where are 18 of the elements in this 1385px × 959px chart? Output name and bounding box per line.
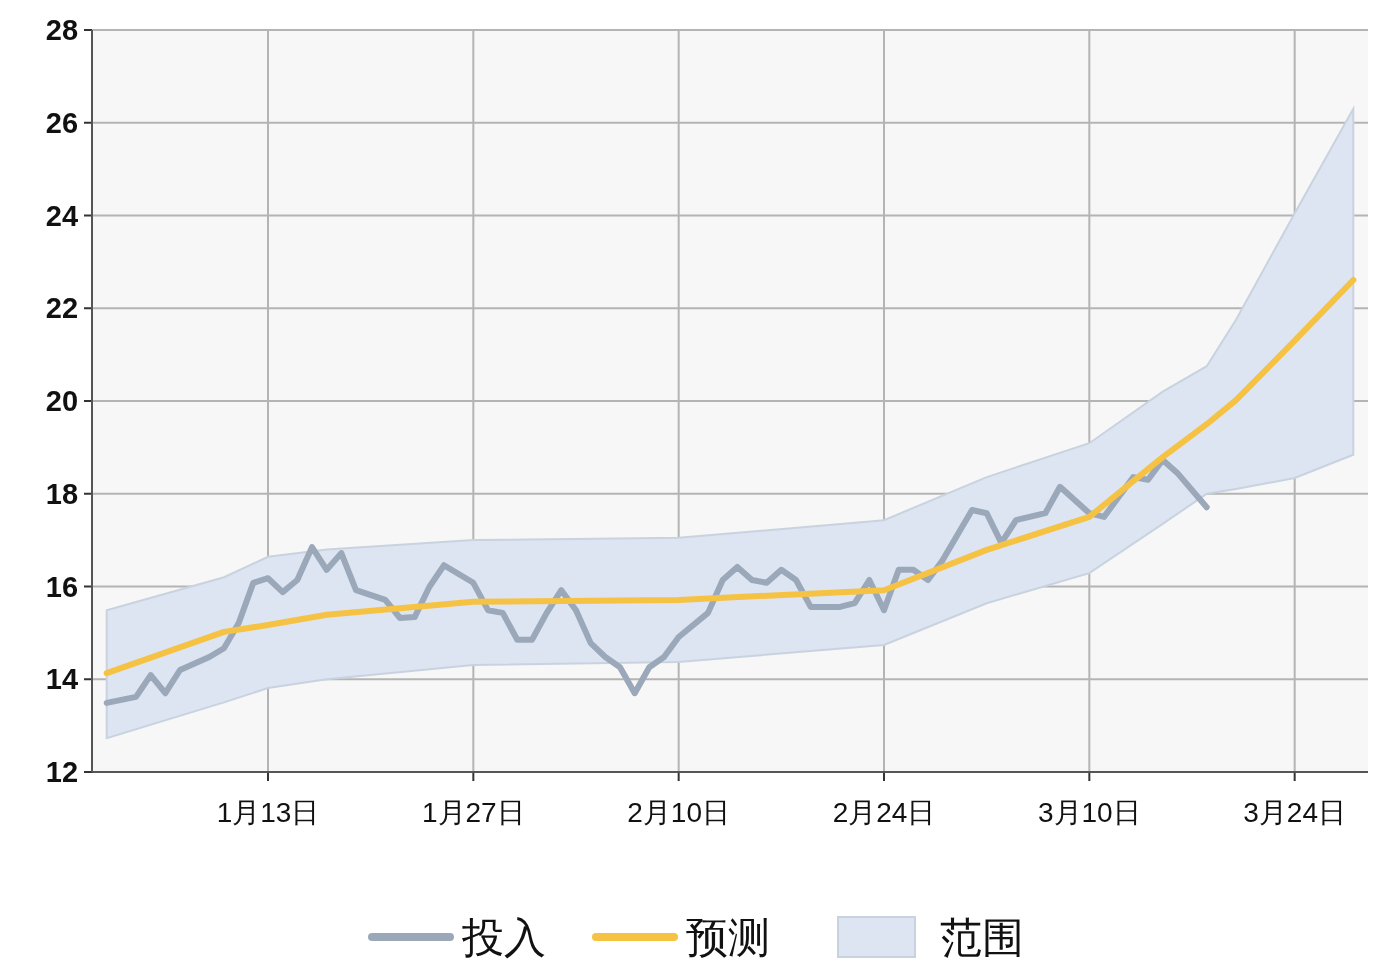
y-tick-label: 20 [45,385,79,417]
y-tick-label: 12 [45,756,79,788]
legend-label: 预测 [686,914,770,959]
legend-label: 投入 [461,914,546,959]
y-tick-label: 26 [45,106,79,139]
x-tick-label: 3月10日 [1037,797,1141,828]
y-tick-label: 16 [45,570,79,603]
y-tick-label: 14 [45,663,79,696]
y-tick-label: 22 [45,292,79,325]
y-tick-label: 18 [45,477,79,510]
x-tick-label: 2月24日 [832,797,936,828]
y-tick-label: 24 [45,199,79,232]
x-tick-label: 3月24日 [1243,797,1347,828]
x-tick-label: 1月13日 [216,797,320,828]
y-tick-label: 28 [45,14,79,46]
x-tick-label: 2月10日 [627,797,731,828]
x-tick-label: 1月27日 [421,797,525,828]
legend-label: 范围 [940,914,1024,959]
